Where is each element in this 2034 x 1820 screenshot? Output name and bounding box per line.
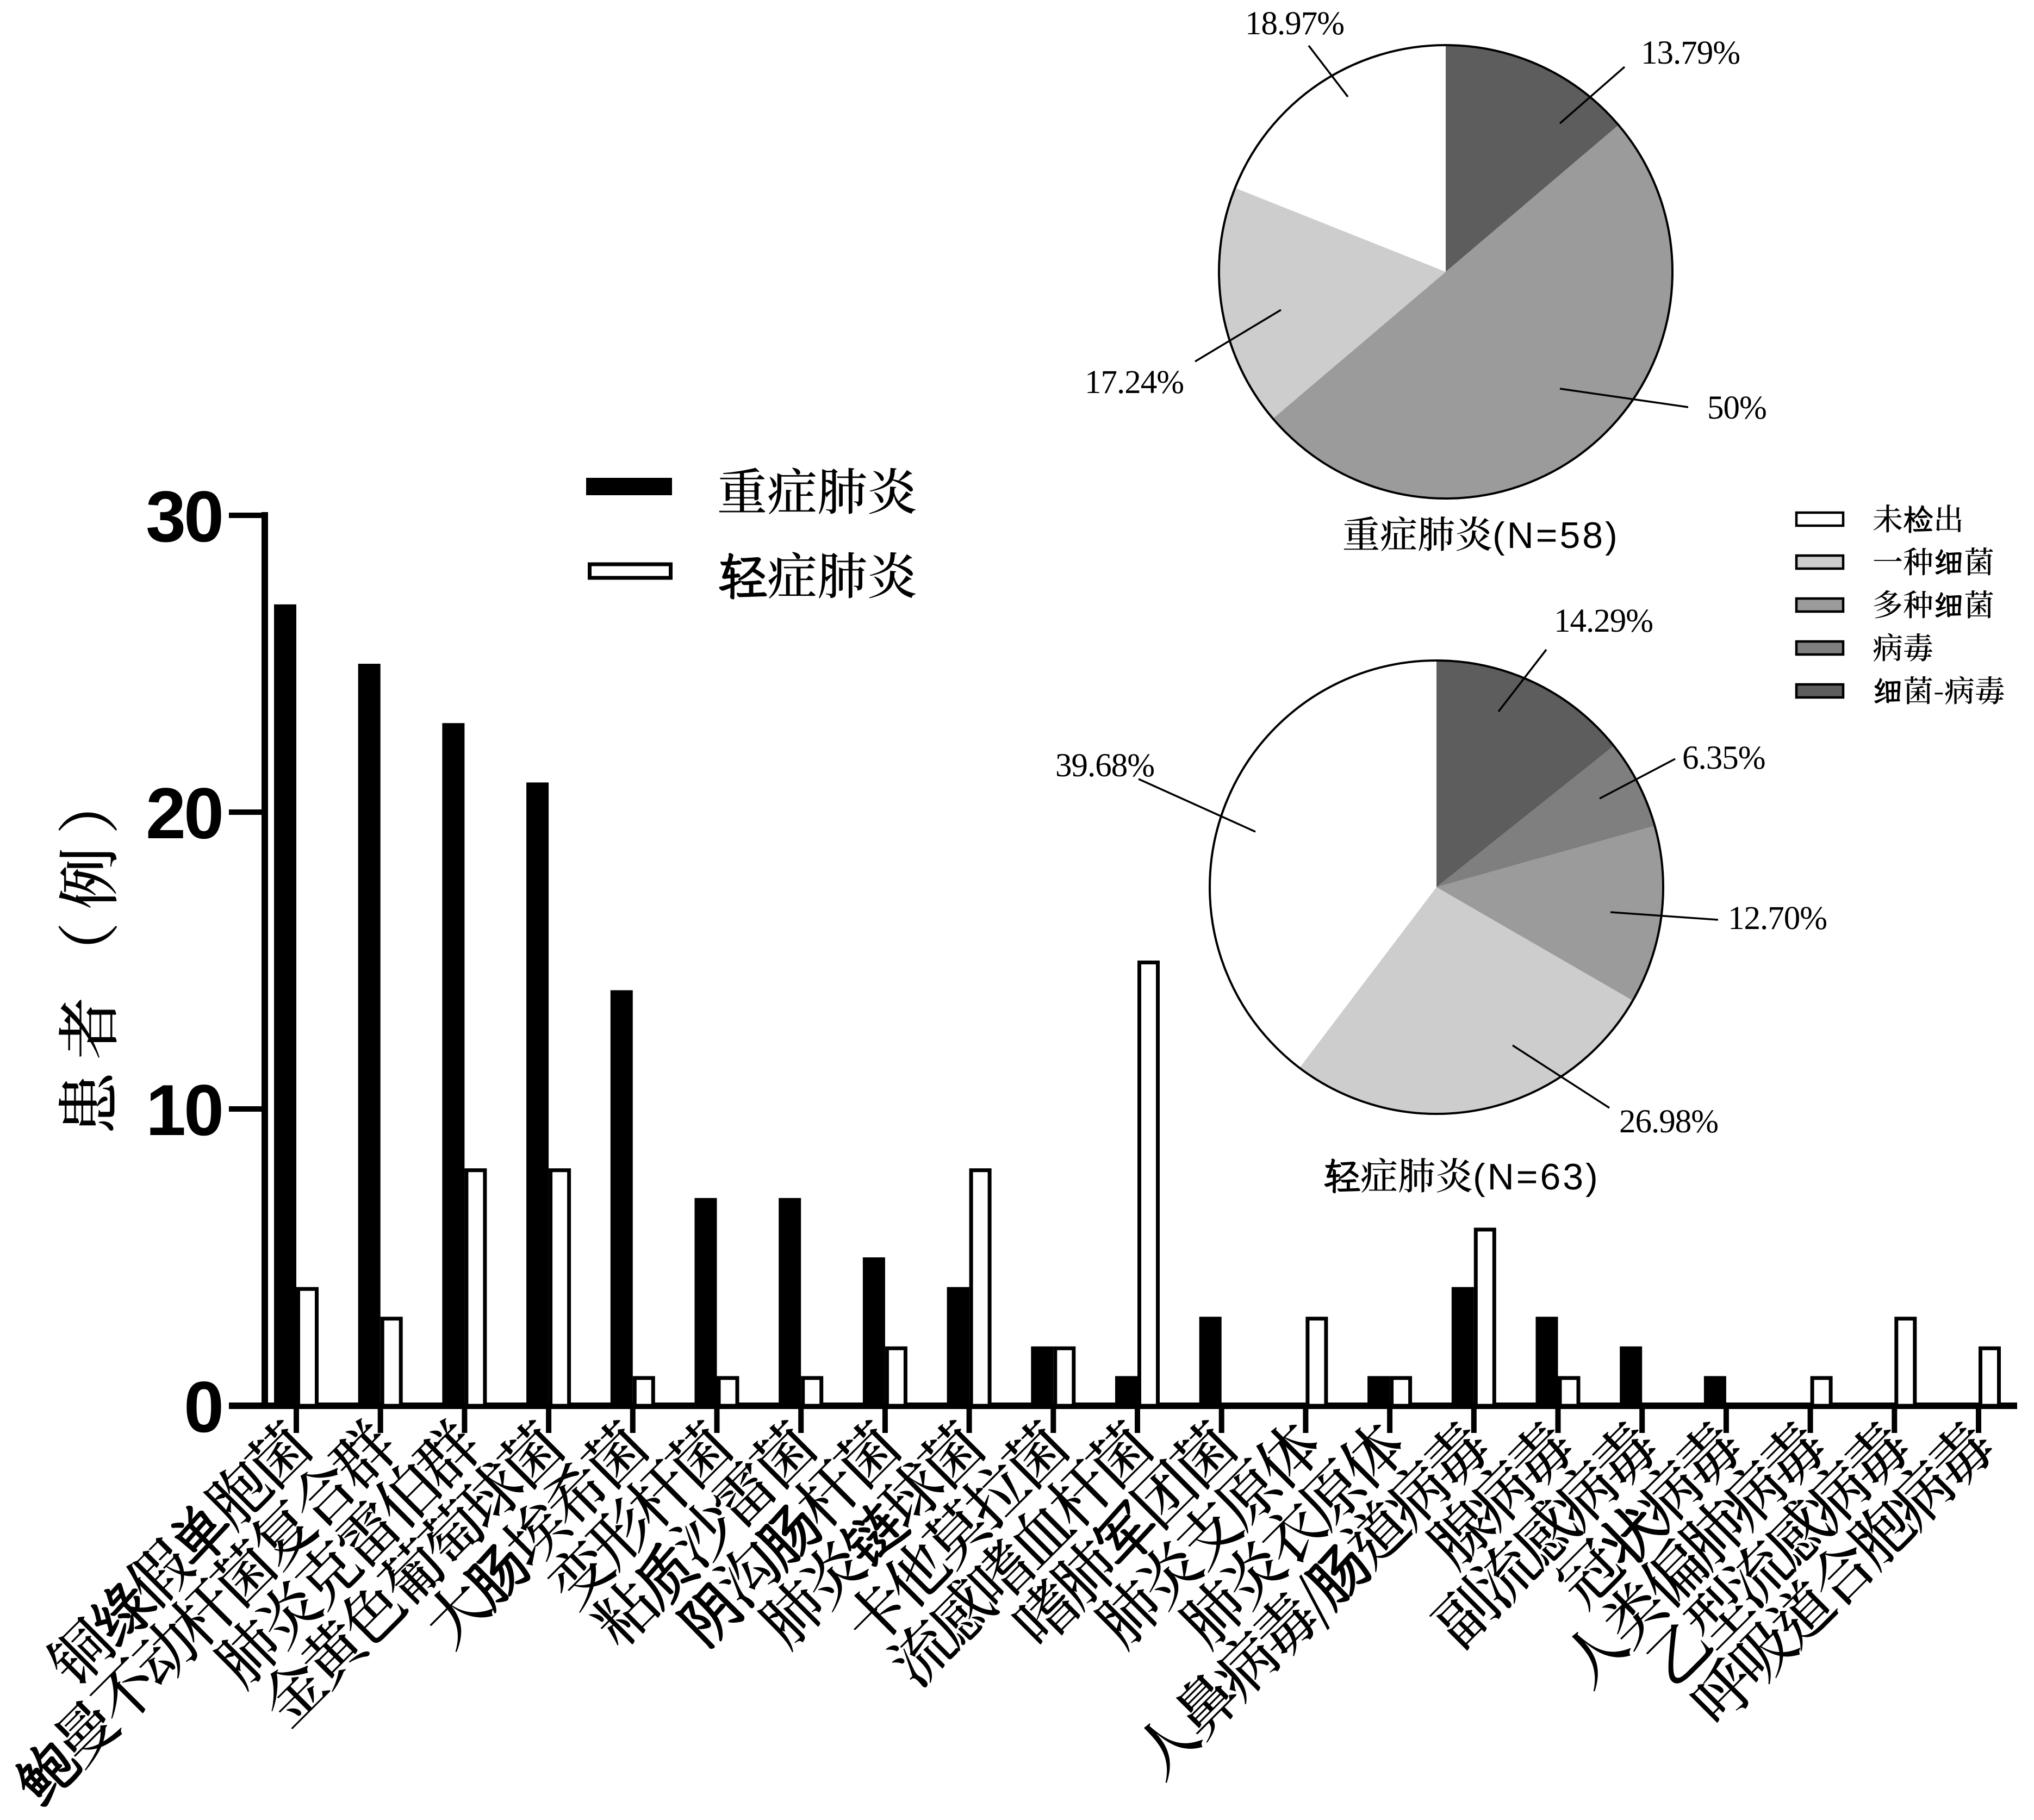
svg-text:30: 30 <box>146 477 222 557</box>
svg-text:6.35%: 6.35% <box>1682 740 1765 776</box>
svg-text:12.70%: 12.70% <box>1728 900 1827 937</box>
svg-text:(N=58): (N=58) <box>1492 515 1620 556</box>
svg-text:14.29%: 14.29% <box>1554 603 1653 639</box>
svg-text:20: 20 <box>146 774 222 854</box>
svg-text:26.98%: 26.98% <box>1619 1104 1718 1140</box>
svg-text:18.97%: 18.97% <box>1245 5 1344 42</box>
svg-text:0: 0 <box>184 1367 222 1448</box>
svg-text:(N=63): (N=63) <box>1473 1156 1600 1198</box>
svg-text:13.79%: 13.79% <box>1641 35 1740 71</box>
svg-text:50%: 50% <box>1707 390 1766 426</box>
svg-text:39.68%: 39.68% <box>1055 747 1154 784</box>
svg-text:17.24%: 17.24% <box>1085 364 1184 401</box>
svg-text:10: 10 <box>146 1070 222 1151</box>
